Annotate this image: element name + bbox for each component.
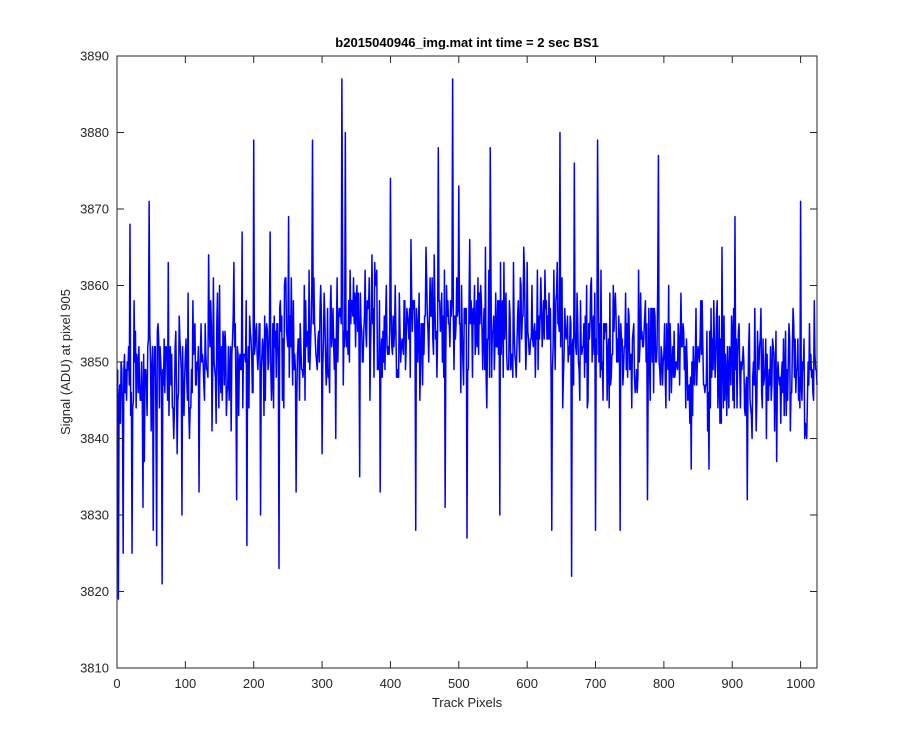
y-tick-label: 3820 <box>80 584 109 599</box>
chart-title: b2015040946_img.mat int time = 2 sec BS1 <box>335 35 598 50</box>
x-tick-label: 0 <box>113 676 120 691</box>
y-tick-label: 3850 <box>80 355 109 370</box>
data-series <box>116 78 818 600</box>
y-axis-label: Signal (ADU) at pixel 905 <box>58 289 73 435</box>
y-tick-label: 3810 <box>80 661 109 676</box>
y-tick-label: 3890 <box>80 49 109 64</box>
x-tick-label: 200 <box>243 676 265 691</box>
x-tick-label: 300 <box>311 676 333 691</box>
x-tick-label: 100 <box>175 676 197 691</box>
series-line <box>116 78 818 600</box>
x-tick-label: 900 <box>721 676 743 691</box>
x-tick-label: 500 <box>448 676 470 691</box>
y-tick-label: 3870 <box>80 202 109 217</box>
x-axis-label: Track Pixels <box>432 695 503 710</box>
x-tick-label: 700 <box>585 676 607 691</box>
x-tick-label: 600 <box>516 676 538 691</box>
x-tick-label: 800 <box>653 676 675 691</box>
y-tick-labels: 3810 3820 3830 3840 3850 3860 3870 3880 3890 <box>80 49 109 676</box>
y-tick-label: 3860 <box>80 278 109 293</box>
axes <box>116 55 818 669</box>
x-tick-label: 1000 <box>786 676 815 691</box>
y-tick-label: 3830 <box>80 508 109 523</box>
y-tick-label: 3880 <box>80 125 109 140</box>
x-tick-label: 400 <box>380 676 402 691</box>
x-tick-labels: 0 100 200 300 400 500 600 700 800 900 1000 <box>113 676 815 691</box>
y-tick-label: 3840 <box>80 431 109 446</box>
